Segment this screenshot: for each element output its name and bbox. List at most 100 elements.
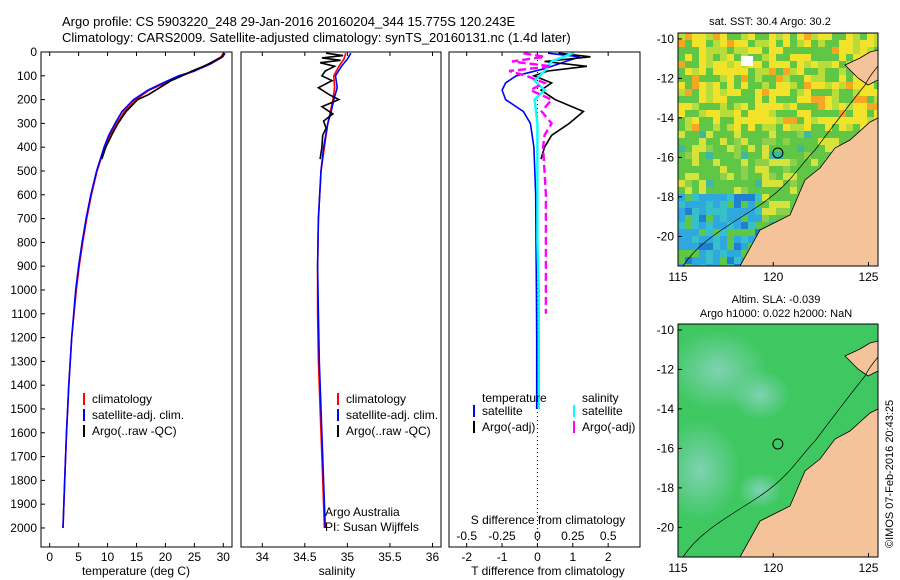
sst-cell bbox=[860, 89, 867, 96]
sst-cell bbox=[797, 124, 804, 131]
sst-map-frame bbox=[677, 32, 879, 267]
sst-cell bbox=[853, 47, 860, 54]
sst-cell bbox=[748, 194, 755, 201]
sst-cell bbox=[825, 82, 832, 89]
sst-cell bbox=[797, 89, 804, 96]
sst-cell bbox=[720, 33, 727, 40]
sst-cell bbox=[741, 152, 748, 159]
sst-cell bbox=[720, 250, 727, 257]
sst-cell bbox=[699, 236, 706, 243]
sst-cell bbox=[811, 61, 818, 68]
difference-xlabel: T difference from climatology bbox=[471, 564, 625, 578]
sst-cell bbox=[818, 75, 825, 82]
x-tick-label: 34 bbox=[256, 550, 270, 564]
sst-cell bbox=[860, 82, 867, 89]
sst-cell bbox=[846, 82, 853, 89]
sst-cell bbox=[748, 124, 755, 131]
sst-cell bbox=[713, 89, 720, 96]
sst-cell bbox=[790, 54, 797, 61]
sst-cell bbox=[706, 201, 713, 208]
sst-cell bbox=[804, 89, 811, 96]
sst-cell bbox=[832, 103, 839, 110]
sst-cell bbox=[853, 82, 860, 89]
sst-cell bbox=[825, 33, 832, 40]
map-x-tick-label: 120 bbox=[763, 270, 783, 284]
sst-cell bbox=[727, 54, 734, 61]
legend-salinity-title: salinity bbox=[582, 391, 619, 405]
y-tick-label: 1300 bbox=[10, 354, 37, 368]
sst-cell bbox=[769, 54, 776, 61]
temperature-legend: climatology satellite-adj. clim. Argo(..… bbox=[83, 392, 184, 438]
sst-cell bbox=[755, 96, 762, 103]
sst-cell bbox=[699, 61, 706, 68]
y-tick-label: 2000 bbox=[10, 521, 37, 535]
x-tick-label: 1 bbox=[569, 550, 576, 564]
sst-cell bbox=[699, 180, 706, 187]
map-y-tick-label: -12 bbox=[657, 71, 675, 85]
sla-map: Altim. SLA: -0.039 Argo h1000: 0.022 h20… bbox=[657, 294, 879, 575]
sst-cell bbox=[734, 264, 741, 266]
y-tick-label: 700 bbox=[17, 212, 37, 226]
sst-cell bbox=[685, 173, 692, 180]
sst-cell bbox=[804, 40, 811, 47]
sst-cell bbox=[818, 68, 825, 75]
sst-cell bbox=[783, 33, 790, 40]
sst-cell bbox=[741, 173, 748, 180]
sst-cell bbox=[706, 152, 713, 159]
sst-cell bbox=[839, 124, 846, 131]
x-tick-label: 35.5 bbox=[378, 550, 402, 564]
sst-cell bbox=[755, 40, 762, 47]
sst-cell bbox=[720, 68, 727, 75]
sst-cell bbox=[853, 75, 860, 82]
credit-line1: Argo Australia bbox=[325, 505, 400, 519]
map-y-tick-label: -16 bbox=[657, 441, 675, 455]
sst-cell bbox=[853, 40, 860, 47]
sla-map-ticks: 115 120 125 -10 -12 -14 -16 -18 -20 bbox=[657, 323, 879, 575]
sst-cell bbox=[790, 173, 797, 180]
y-tick-label: 400 bbox=[17, 140, 37, 154]
sst-cell bbox=[692, 201, 699, 208]
y-tick-label: 1400 bbox=[10, 378, 37, 392]
sst-cell bbox=[755, 166, 762, 173]
sst-cell bbox=[776, 201, 783, 208]
legend-t-satellite-label: satellite bbox=[482, 404, 523, 418]
sst-cell bbox=[692, 215, 699, 222]
sst-cell bbox=[734, 215, 741, 222]
sst-cell bbox=[783, 124, 790, 131]
sst-cell bbox=[678, 243, 685, 250]
sst-cell bbox=[839, 47, 846, 54]
sst-cell bbox=[804, 152, 811, 159]
sst-cell bbox=[762, 166, 769, 173]
sst-cell bbox=[678, 145, 685, 152]
sst-cell bbox=[713, 124, 720, 131]
sst-cell bbox=[818, 33, 825, 40]
sst-cell bbox=[769, 61, 776, 68]
sst-cell bbox=[846, 124, 853, 131]
sla-anomaly-blob bbox=[738, 472, 782, 508]
sst-cell bbox=[776, 61, 783, 68]
sst-cell bbox=[734, 243, 741, 250]
sst-cell bbox=[769, 33, 776, 40]
top-x-tick-label: 0.5 bbox=[600, 529, 617, 543]
sst-cell bbox=[818, 117, 825, 124]
legend-s-argo-label: Argo(-adj) bbox=[582, 420, 635, 434]
sst-cell bbox=[720, 96, 727, 103]
sst-missing-cell bbox=[741, 56, 753, 66]
sst-cell bbox=[804, 54, 811, 61]
y-tick-label: 1900 bbox=[10, 497, 37, 511]
salinity-xlabel: salinity bbox=[319, 564, 356, 578]
temperature-ticks: 0 5 10 15 20 25 30 bbox=[46, 52, 230, 564]
sst-cell bbox=[846, 117, 853, 124]
series-line-salinity-satellite bbox=[532, 52, 574, 409]
temperature-xlabel: temperature (deg C) bbox=[82, 564, 190, 578]
x-tick-label: 5 bbox=[75, 550, 82, 564]
sst-cell bbox=[762, 54, 769, 61]
sst-cell bbox=[678, 208, 685, 215]
sst-cell bbox=[692, 117, 699, 124]
sst-cell bbox=[769, 103, 776, 110]
sst-cell bbox=[755, 61, 762, 68]
sst-cell bbox=[692, 103, 699, 110]
sst-cell bbox=[769, 131, 776, 138]
sst-cell bbox=[685, 103, 692, 110]
